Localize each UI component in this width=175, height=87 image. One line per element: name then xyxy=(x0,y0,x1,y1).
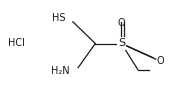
Text: H₂N: H₂N xyxy=(51,66,69,76)
Text: HS: HS xyxy=(52,13,66,23)
Text: HCl: HCl xyxy=(8,39,25,48)
Text: O: O xyxy=(118,18,125,28)
Text: S: S xyxy=(118,39,125,48)
Text: O: O xyxy=(156,56,164,66)
